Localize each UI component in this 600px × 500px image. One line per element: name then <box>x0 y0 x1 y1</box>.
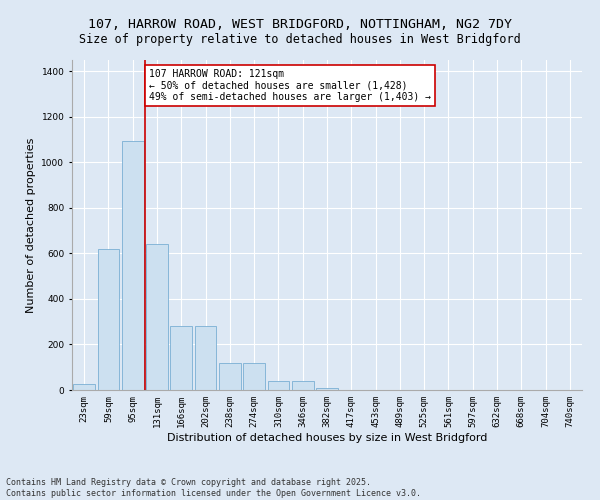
Bar <box>243 362 265 390</box>
Text: Size of property relative to detached houses in West Bridgford: Size of property relative to detached ho… <box>79 32 521 46</box>
Bar <box>219 362 241 390</box>
Bar <box>292 381 314 390</box>
Bar <box>194 326 217 390</box>
Text: 107 HARROW ROAD: 121sqm
← 50% of detached houses are smaller (1,428)
49% of semi: 107 HARROW ROAD: 121sqm ← 50% of detache… <box>149 69 431 102</box>
Bar <box>170 326 192 390</box>
Bar <box>73 384 95 390</box>
Text: 107, HARROW ROAD, WEST BRIDGFORD, NOTTINGHAM, NG2 7DY: 107, HARROW ROAD, WEST BRIDGFORD, NOTTIN… <box>88 18 512 30</box>
Text: Contains HM Land Registry data © Crown copyright and database right 2025.
Contai: Contains HM Land Registry data © Crown c… <box>6 478 421 498</box>
Bar <box>97 249 119 390</box>
Bar <box>122 141 143 390</box>
X-axis label: Distribution of detached houses by size in West Bridgford: Distribution of detached houses by size … <box>167 432 487 442</box>
Bar <box>316 388 338 390</box>
Bar <box>146 244 168 390</box>
Y-axis label: Number of detached properties: Number of detached properties <box>26 138 36 312</box>
Bar <box>268 381 289 390</box>
